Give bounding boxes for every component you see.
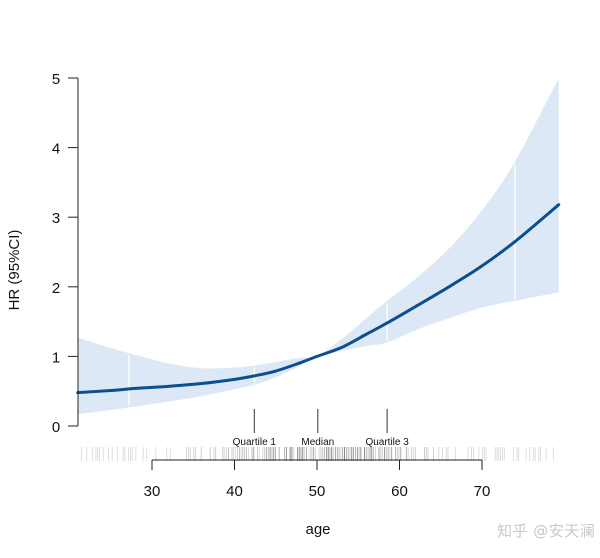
y-tick-label: 2 xyxy=(52,280,60,297)
x-tick-label: 70 xyxy=(474,483,491,500)
y-tick-label: 4 xyxy=(52,141,60,158)
hr-line xyxy=(76,203,561,395)
y-axis: 0 1 2 3 4 5 xyxy=(52,71,79,436)
quartile-label: Quartile 1 xyxy=(233,437,277,448)
x-axis: 30 40 50 60 70 xyxy=(144,459,491,500)
y-axis-label: HR (95%CI) xyxy=(6,230,23,311)
rug-plot xyxy=(81,447,554,461)
y-tick-label: 0 xyxy=(52,419,60,436)
ci-band xyxy=(77,78,559,415)
x-axis-label: age xyxy=(305,521,330,538)
x-tick-label: 30 xyxy=(144,483,161,500)
y-tick-label: 1 xyxy=(52,349,60,366)
y-tick-label: 5 xyxy=(52,71,60,88)
watermark: 知乎 @安天澜 xyxy=(497,522,596,540)
ci-band-area xyxy=(77,78,559,415)
quartile-label: Quartile 3 xyxy=(365,437,409,448)
y-tick-label: 3 xyxy=(52,210,60,227)
x-tick-label: 50 xyxy=(309,483,326,500)
quartile-markers: Quartile 1 Median Quartile 3 xyxy=(233,409,409,448)
x-tick-label: 60 xyxy=(391,483,408,500)
hr-curve xyxy=(76,203,561,395)
quartile-label: Median xyxy=(301,437,334,448)
x-tick-label: 40 xyxy=(226,483,243,500)
